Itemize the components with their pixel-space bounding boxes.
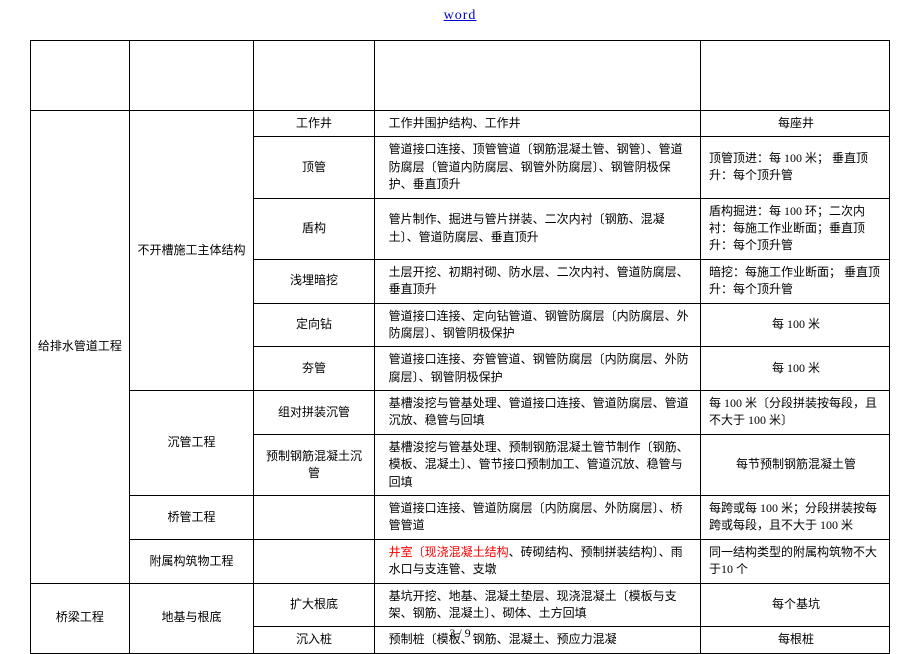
cell-unit: 暗挖：每施工作业断面； 垂直顶升：每个顶升管 — [701, 259, 890, 303]
red-text: 井室〔现浇混凝土结构 — [389, 545, 509, 559]
cell-subproject: 桥管工程 — [129, 496, 254, 540]
cell-desc: 管片制作、掘进与管片拼装、二次内衬〔钢筋、混凝土〕、管道防腐层、垂直顶升 — [374, 198, 700, 259]
cell-subproject: 附属构筑物工程 — [129, 539, 254, 583]
cell-item — [254, 539, 374, 583]
cell-desc: 管道接口连接、定向钻管道、钢管防腐层〔内防腐层、外防腐层〕、钢管阴极保护 — [374, 303, 700, 347]
cell-item: 扩大根底 — [254, 583, 374, 627]
cell-item: 组对拼装沉管 — [254, 391, 374, 435]
cell-desc: 土层开挖、初期衬砌、防水层、二次内衬、管道防腐层、垂直顶升 — [374, 259, 700, 303]
cell-desc: 管道接口连接、夯管管道、钢管防腐层〔内防腐层、外防腐层〕、钢管阴极保护 — [374, 347, 700, 391]
cell-item: 定向钻 — [254, 303, 374, 347]
cell-desc: 基槽浚挖与管基处理、预制钢筋混凝土管节制作〔钢筋、模板、混凝土〕、管节接口预制加… — [374, 434, 700, 495]
cell-unit: 每 100 米 — [701, 347, 890, 391]
cell-desc: 基坑开挖、地基、混凝土垫层、现浇混凝土〔模板与支架、钢筋、混凝土〕、砌体、土方回… — [374, 583, 700, 627]
cell-unit: 每跨或每 100 米；分段拼装按每跨或每段，且不大于 100 米 — [701, 496, 890, 540]
table-row: 附属构筑物工程 井室〔现浇混凝土结构、砖砌结构、预制拼装结构〕、雨水口与支连管、… — [31, 539, 890, 583]
table-row: 沉管工程 组对拼装沉管 基槽浚挖与管基处理、管道接口连接、管道防腐层、管道沉放、… — [31, 391, 890, 435]
cell-unit: 盾构掘进：每 100 环；二次内衬：每施工作业断面；垂直顶升：每个顶升管 — [701, 198, 890, 259]
cell-subproject: 沉管工程 — [129, 391, 254, 496]
table-wrapper: 给排水管道工程 不开槽施工主体结构 工作井 工作井围护结构、工作井 每座井 顶管… — [0, 24, 920, 654]
main-table: 给排水管道工程 不开槽施工主体结构 工作井 工作井围护结构、工作井 每座井 顶管… — [30, 40, 890, 654]
cell-item — [254, 496, 374, 540]
cell-project: 桥梁工程 — [31, 583, 130, 653]
cell-item: 夯管 — [254, 347, 374, 391]
word-link[interactable]: word — [444, 8, 477, 23]
cell-desc: 管道接口连接、顶管管道〔钢筋混凝土管、钢管〕、管道防腐层〔管道内防腐层、钢管外防… — [374, 137, 700, 198]
cell-unit: 每 100 米 — [701, 303, 890, 347]
header-link: word — [0, 0, 920, 24]
cell-subproject: 不开槽施工主体结构 — [129, 111, 254, 391]
cell-item: 预制钢筋混凝土沉管 — [254, 434, 374, 495]
cell-item: 顶管 — [254, 137, 374, 198]
cell-project: 给排水管道工程 — [31, 111, 130, 584]
table-row — [31, 41, 890, 111]
cell-desc: 管道接口连接、管道防腐层〔内防腐层、外防腐层〕、桥管管道 — [374, 496, 700, 540]
cell-unit: 每 100 米〔分段拼装按每段，且不大于 100 米〕 — [701, 391, 890, 435]
cell-unit: 每节预制钢筋混凝土管 — [701, 434, 890, 495]
cell-desc: 基槽浚挖与管基处理、管道接口连接、管道防腐层、管道沉放、稳管与回填 — [374, 391, 700, 435]
page-footer: 3 / 9 — [0, 626, 920, 641]
page-number: 3 / 9 — [449, 626, 470, 640]
cell-desc: 井室〔现浇混凝土结构、砖砌结构、预制拼装结构〕、雨水口与支连管、支墩 — [374, 539, 700, 583]
cell-item: 盾构 — [254, 198, 374, 259]
table-row: 桥管工程 管道接口连接、管道防腐层〔内防腐层、外防腐层〕、桥管管道 每跨或每 1… — [31, 496, 890, 540]
table-row: 给排水管道工程 不开槽施工主体结构 工作井 工作井围护结构、工作井 每座井 — [31, 111, 890, 137]
cell-item: 浅埋暗挖 — [254, 259, 374, 303]
cell-desc: 工作井围护结构、工作井 — [374, 111, 700, 137]
cell-unit: 同一结构类型的附属构筑物不大于10 个 — [701, 539, 890, 583]
table-row: 桥梁工程 地基与根底 扩大根底 基坑开挖、地基、混凝土垫层、现浇混凝土〔模板与支… — [31, 583, 890, 627]
cell-item: 工作井 — [254, 111, 374, 137]
cell-unit: 每个基坑 — [701, 583, 890, 627]
cell-unit: 每座井 — [701, 111, 890, 137]
cell-unit: 顶管顶进：每 100 米； 垂直顶升：每个顶升管 — [701, 137, 890, 198]
cell-subproject: 地基与根底 — [129, 583, 254, 653]
